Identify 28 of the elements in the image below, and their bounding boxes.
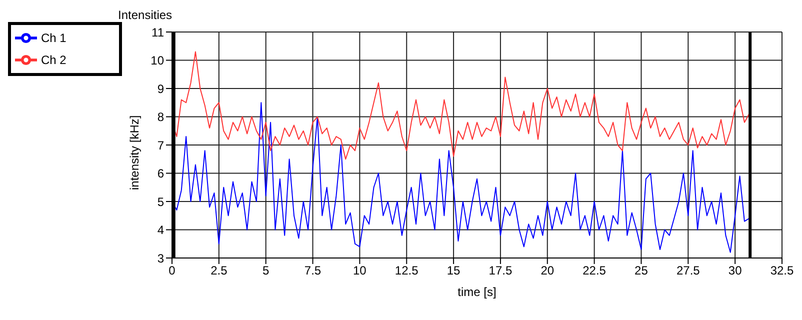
- y-tick-label: 11: [152, 25, 164, 40]
- y-tick-label: 5: [157, 194, 164, 209]
- x-tick-label: 25: [634, 264, 648, 278]
- x-tick-label: 2.5: [210, 264, 228, 278]
- y-tick-label: 8: [157, 110, 164, 124]
- y-tick-label: 4: [157, 223, 164, 238]
- x-tick-label: 27.5: [676, 264, 700, 278]
- chart-title: Intensities: [118, 8, 172, 22]
- y-tick-label: 9: [157, 82, 164, 96]
- legend-label: Ch 2: [41, 53, 66, 68]
- y-tick-label: 3: [157, 251, 164, 266]
- x-tick-label: 30: [728, 264, 742, 278]
- x-tick-label: 32.5: [770, 264, 794, 278]
- x-tick-label: 20: [540, 264, 554, 278]
- x-tick-label: 15: [446, 264, 461, 278]
- x-tick-label: 10: [353, 264, 367, 278]
- x-axis-title: time [s]: [458, 285, 496, 299]
- y-tick-label: 7: [157, 138, 164, 152]
- x-tick-label: 12.5: [394, 264, 419, 278]
- x-tick-label: 17.5: [488, 264, 512, 278]
- x-tick-label: 22.5: [582, 264, 606, 278]
- x-tick-label: 7.5: [304, 264, 322, 278]
- legend-label: Ch 1: [41, 31, 66, 46]
- x-tick-label: 0: [168, 264, 176, 278]
- y-tick-label: 6: [157, 166, 164, 181]
- y-axis-title: intensity [kHz]: [127, 115, 142, 190]
- y-tick-label: 10: [150, 54, 164, 68]
- x-tick-label: 5: [262, 264, 270, 278]
